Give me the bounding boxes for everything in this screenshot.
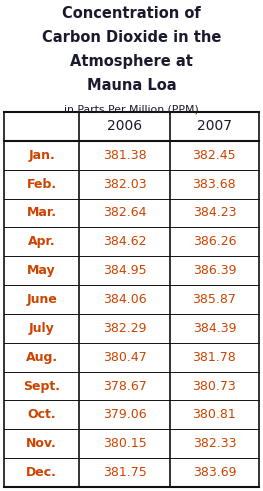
- Text: 383.69: 383.69: [193, 466, 236, 479]
- Text: Feb.: Feb.: [27, 178, 57, 191]
- Text: Concentration of: Concentration of: [62, 6, 201, 21]
- Text: 382.03: 382.03: [103, 178, 146, 191]
- Text: 381.75: 381.75: [103, 466, 146, 479]
- Text: Carbon Dioxide in the: Carbon Dioxide in the: [42, 30, 221, 45]
- Text: 386.39: 386.39: [193, 264, 236, 277]
- Text: 382.64: 382.64: [103, 206, 146, 219]
- Text: 380.15: 380.15: [103, 437, 146, 450]
- Text: Nov.: Nov.: [26, 437, 57, 450]
- Text: 380.47: 380.47: [103, 351, 146, 364]
- Text: Jan.: Jan.: [28, 149, 55, 162]
- Text: 382.45: 382.45: [193, 149, 236, 162]
- Text: July: July: [29, 322, 54, 335]
- Text: Atmosphere at: Atmosphere at: [70, 54, 193, 69]
- Text: in Parts Per Million (PPM): in Parts Per Million (PPM): [64, 104, 199, 114]
- Text: Mar.: Mar.: [27, 206, 57, 219]
- Text: Sept.: Sept.: [23, 380, 60, 392]
- Text: 383.68: 383.68: [193, 178, 236, 191]
- Text: Mauna Loa: Mauna Loa: [87, 78, 176, 93]
- Text: 379.06: 379.06: [103, 409, 146, 421]
- Text: 384.62: 384.62: [103, 235, 146, 248]
- Text: 381.78: 381.78: [193, 351, 236, 364]
- Text: 384.95: 384.95: [103, 264, 146, 277]
- Text: Aug.: Aug.: [26, 351, 58, 364]
- Text: Apr.: Apr.: [28, 235, 55, 248]
- Text: 380.81: 380.81: [193, 409, 236, 421]
- Text: 2007: 2007: [197, 119, 232, 134]
- Text: Dec.: Dec.: [26, 466, 57, 479]
- Text: Oct.: Oct.: [27, 409, 56, 421]
- Text: May: May: [27, 264, 56, 277]
- Text: 382.33: 382.33: [193, 437, 236, 450]
- Text: 380.73: 380.73: [193, 380, 236, 392]
- Text: 382.29: 382.29: [103, 322, 146, 335]
- Text: 385.87: 385.87: [193, 293, 236, 306]
- Text: 384.06: 384.06: [103, 293, 146, 306]
- Text: 384.23: 384.23: [193, 206, 236, 219]
- Text: 2006: 2006: [107, 119, 142, 134]
- Text: 378.67: 378.67: [103, 380, 146, 392]
- Text: June: June: [26, 293, 57, 306]
- Text: 384.39: 384.39: [193, 322, 236, 335]
- Text: 381.38: 381.38: [103, 149, 146, 162]
- Text: 386.26: 386.26: [193, 235, 236, 248]
